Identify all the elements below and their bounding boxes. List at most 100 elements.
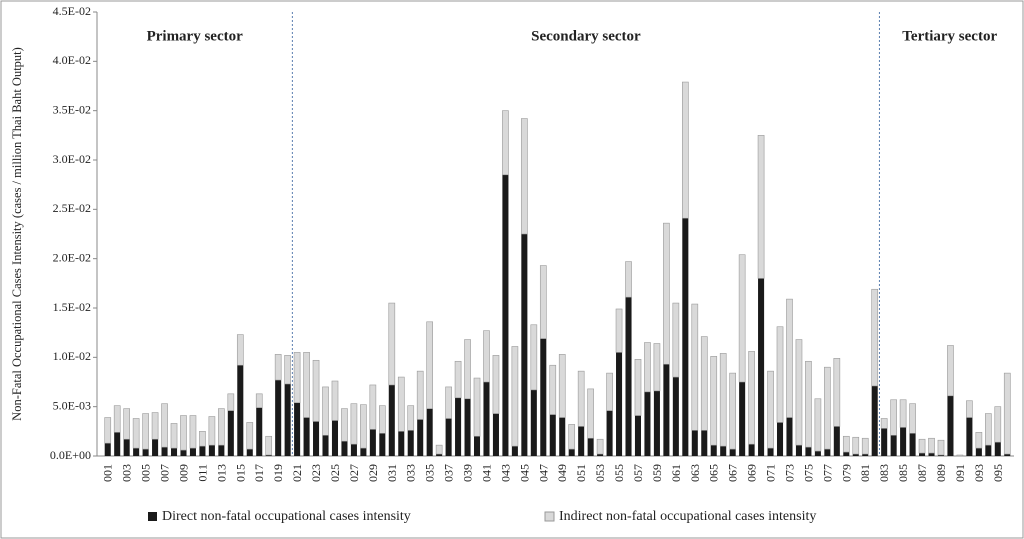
bar-segment [767,448,774,456]
bar-segment [255,393,263,408]
bar-segment [284,383,291,456]
bar-segment [218,408,225,446]
sector-label: Tertiary sector [902,28,997,44]
x-tick-label: 083 [877,464,891,482]
x-tick-label: 079 [839,464,853,482]
bar-segment [227,410,234,456]
x-tick-label: 055 [612,464,626,482]
x-tick-label: 089 [934,464,948,482]
x-tick-label: 043 [498,464,512,482]
bar-segment [369,429,376,456]
x-tick-label: 027 [347,464,361,482]
bar-segment [275,380,282,456]
x-tick-label: 051 [574,464,588,482]
bar-segment [909,433,916,456]
bar-segment [540,338,547,456]
bar-segment [909,403,916,434]
bar-segment [852,436,860,455]
bar-segment [464,398,471,456]
bar-segment [161,447,168,456]
x-tick-label: 003 [120,464,134,482]
x-tick-label: 095 [991,464,1005,482]
bar-segment [918,438,926,454]
bar-segment [218,445,225,456]
bar-segment [549,364,557,415]
bar-segment [208,445,215,456]
bar-segment [246,449,253,456]
x-tick-label: 035 [423,464,437,482]
bar-segment [189,415,197,449]
bar-segment [720,446,727,456]
y-tick-label: 2.0E-02 [53,250,91,264]
y-tick-label: 4.5E-02 [53,4,91,18]
bar-segment [559,417,566,456]
bar-segment [738,254,746,383]
y-axis-title: Non-Fatal Occupational Cases Intensity (… [10,47,24,421]
bar-segment [767,370,774,449]
bar-segment [862,454,869,456]
bar-segment [435,444,443,455]
x-tick-label: 013 [214,464,228,482]
bar-segment [956,454,964,457]
x-tick-label: 021 [290,464,304,482]
bar-segment [426,321,434,409]
bar-segment [842,435,850,453]
bar-segment [615,308,623,353]
bar-segment [653,343,661,392]
bar-segment [407,430,414,456]
bar-segment [284,355,291,385]
bar-segment [805,360,812,448]
bar-segment [880,418,888,429]
x-tick-label: 053 [593,464,607,482]
bar-segment [142,413,149,450]
bar-segment [587,438,594,456]
bar-segment [947,345,954,397]
y-tick-label: 5.0E-03 [53,398,91,412]
bar-segment [104,443,111,456]
bar-segment [313,421,320,456]
bar-segment [483,330,490,383]
bar-segment [312,359,320,422]
bar-segment [890,399,897,436]
bar-segment [644,391,651,456]
bar-segment [511,446,518,456]
bar-segment [558,354,566,418]
bar-segment [151,412,159,440]
bar-segment [748,351,755,445]
bar-segment [170,423,178,449]
bar-segment [937,455,945,456]
bar-segment [426,408,433,456]
bar-segment [710,356,718,446]
bar-segment [189,448,196,456]
x-tick-label: 073 [782,464,796,482]
bar-segment [360,448,367,456]
bar-segment [596,438,604,455]
bar-segment [890,435,897,456]
x-tick-label: 067 [726,464,740,482]
bar-segment [208,416,216,446]
bar-segment [587,388,594,439]
bar-segment [293,352,301,404]
bar-segment [900,427,907,456]
bar-segment [577,370,585,427]
bar-segment [568,424,576,450]
bar-segment [350,444,357,456]
bar-segment [445,418,452,456]
bar-segment [814,398,822,452]
bar-segment [133,448,140,456]
bar-segment [246,422,254,450]
y-tick-label: 3.0E-02 [53,152,91,166]
legend-label: Indirect non-fatal occupational cases in… [559,509,816,524]
bar-segment [132,418,140,449]
bar-segment [795,339,803,446]
bar-segment [455,397,462,456]
bar-segment [303,417,310,456]
bar-segment [625,261,632,298]
bar-segment [568,449,575,456]
x-tick-label: 071 [764,464,778,482]
bar-segment [530,389,537,456]
x-tick-label: 011 [195,464,209,482]
bar-segment [919,453,926,456]
x-tick-label: 063 [688,464,702,482]
